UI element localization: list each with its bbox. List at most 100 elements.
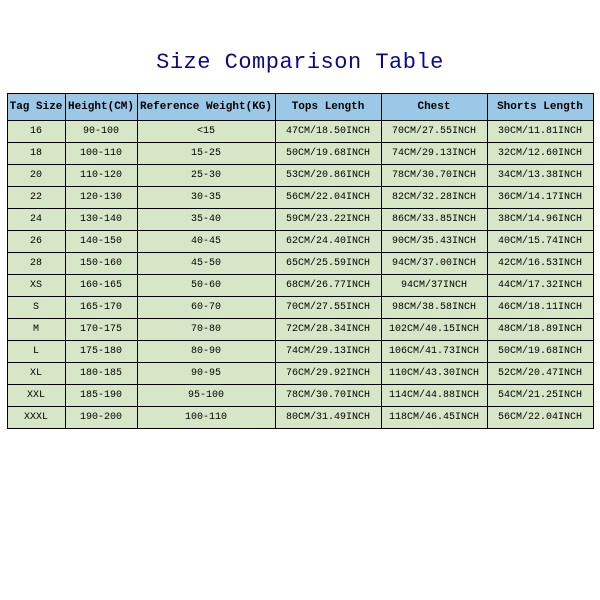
cell: 70CM/27.55INCH — [381, 121, 487, 143]
cell: 190-200 — [65, 407, 137, 429]
cell: 54CM/21.25INCH — [487, 385, 593, 407]
cell: 94CM/37INCH — [381, 275, 487, 297]
cell: <15 — [137, 121, 275, 143]
cell: 34CM/13.38INCH — [487, 165, 593, 187]
cell: 24 — [7, 209, 65, 231]
cell: 35-40 — [137, 209, 275, 231]
cell: 78CM/30.70INCH — [381, 165, 487, 187]
cell: 44CM/17.32INCH — [487, 275, 593, 297]
cell: 65CM/25.59INCH — [275, 253, 381, 275]
cell: 32CM/12.60INCH — [487, 143, 593, 165]
table-row: 22120-13030-3556CM/22.04INCH82CM/32.28IN… — [7, 187, 593, 209]
col-tag-size: Tag Size — [7, 94, 65, 121]
table-row: XL180-18590-9576CM/29.92INCH110CM/43.30I… — [7, 363, 593, 385]
page-title: Size Comparison Table — [0, 0, 600, 93]
cell: 18 — [7, 143, 65, 165]
table-row: 26140-15040-4562CM/24.40INCH90CM/35.43IN… — [7, 231, 593, 253]
cell: 82CM/32.28INCH — [381, 187, 487, 209]
cell: 56CM/22.04INCH — [275, 187, 381, 209]
cell: 110-120 — [65, 165, 137, 187]
cell: 50CM/19.68INCH — [275, 143, 381, 165]
cell: 42CM/16.53INCH — [487, 253, 593, 275]
cell: 140-150 — [65, 231, 137, 253]
cell: 53CM/20.86INCH — [275, 165, 381, 187]
cell: 59CM/23.22INCH — [275, 209, 381, 231]
cell: 28 — [7, 253, 65, 275]
cell: 26 — [7, 231, 65, 253]
cell: 50CM/19.68INCH — [487, 341, 593, 363]
cell: 74CM/29.13INCH — [381, 143, 487, 165]
table-row: 20110-12025-3053CM/20.86INCH78CM/30.70IN… — [7, 165, 593, 187]
cell: 36CM/14.17INCH — [487, 187, 593, 209]
cell: 72CM/28.34INCH — [275, 319, 381, 341]
cell: 86CM/33.85INCH — [381, 209, 487, 231]
col-ref-weight: Reference Weight(KG) — [137, 94, 275, 121]
cell: 16 — [7, 121, 65, 143]
cell: 94CM/37.00INCH — [381, 253, 487, 275]
cell: 40-45 — [137, 231, 275, 253]
cell: M — [7, 319, 65, 341]
cell: 98CM/38.58INCH — [381, 297, 487, 319]
cell: 70-80 — [137, 319, 275, 341]
cell: 80CM/31.49INCH — [275, 407, 381, 429]
table-row: XXL185-19095-10078CM/30.70INCH114CM/44.8… — [7, 385, 593, 407]
cell: 46CM/18.11INCH — [487, 297, 593, 319]
cell: 90CM/35.43INCH — [381, 231, 487, 253]
cell: 185-190 — [65, 385, 137, 407]
cell: 38CM/14.96INCH — [487, 209, 593, 231]
cell: 90-100 — [65, 121, 137, 143]
table-row: 1690-100<1547CM/18.50INCH70CM/27.55INCH3… — [7, 121, 593, 143]
cell: 25-30 — [137, 165, 275, 187]
cell: 78CM/30.70INCH — [275, 385, 381, 407]
cell: 180-185 — [65, 363, 137, 385]
cell: 100-110 — [137, 407, 275, 429]
table-row: S165-17060-7070CM/27.55INCH98CM/38.58INC… — [7, 297, 593, 319]
cell: S — [7, 297, 65, 319]
cell: 165-170 — [65, 297, 137, 319]
cell: 52CM/20.47INCH — [487, 363, 593, 385]
cell: 45-50 — [137, 253, 275, 275]
col-height: Height(CM) — [65, 94, 137, 121]
table-body: 1690-100<1547CM/18.50INCH70CM/27.55INCH3… — [7, 121, 593, 429]
cell: 40CM/15.74INCH — [487, 231, 593, 253]
cell: 60-70 — [137, 297, 275, 319]
size-table: Tag Size Height(CM) Reference Weight(KG)… — [7, 93, 594, 429]
cell: 118CM/46.45INCH — [381, 407, 487, 429]
cell: 95-100 — [137, 385, 275, 407]
cell: 15-25 — [137, 143, 275, 165]
cell: XXXL — [7, 407, 65, 429]
cell: 56CM/22.04INCH — [487, 407, 593, 429]
table-row: XS160-16550-6068CM/26.77INCH94CM/37INCH4… — [7, 275, 593, 297]
cell: 74CM/29.13INCH — [275, 341, 381, 363]
cell: 120-130 — [65, 187, 137, 209]
cell: 100-110 — [65, 143, 137, 165]
cell: 106CM/41.73INCH — [381, 341, 487, 363]
cell: XL — [7, 363, 65, 385]
table-row: 18100-11015-2550CM/19.68INCH74CM/29.13IN… — [7, 143, 593, 165]
cell: 22 — [7, 187, 65, 209]
cell: 68CM/26.77INCH — [275, 275, 381, 297]
cell: 50-60 — [137, 275, 275, 297]
table-row: XXXL190-200100-11080CM/31.49INCH118CM/46… — [7, 407, 593, 429]
cell: 80-90 — [137, 341, 275, 363]
table-row: 24130-14035-4059CM/23.22INCH86CM/33.85IN… — [7, 209, 593, 231]
cell: 30CM/11.81INCH — [487, 121, 593, 143]
cell: 47CM/18.50INCH — [275, 121, 381, 143]
cell: 170-175 — [65, 319, 137, 341]
cell: 20 — [7, 165, 65, 187]
cell: 114CM/44.88INCH — [381, 385, 487, 407]
table-row: L175-18080-9074CM/29.13INCH106CM/41.73IN… — [7, 341, 593, 363]
cell: 110CM/43.30INCH — [381, 363, 487, 385]
cell: XXL — [7, 385, 65, 407]
cell: 70CM/27.55INCH — [275, 297, 381, 319]
table-header-row: Tag Size Height(CM) Reference Weight(KG)… — [7, 94, 593, 121]
cell: 130-140 — [65, 209, 137, 231]
cell: 30-35 — [137, 187, 275, 209]
cell: 76CM/29.92INCH — [275, 363, 381, 385]
table-row: 28150-16045-5065CM/25.59INCH94CM/37.00IN… — [7, 253, 593, 275]
table-row: M170-17570-8072CM/28.34INCH102CM/40.15IN… — [7, 319, 593, 341]
cell: 102CM/40.15INCH — [381, 319, 487, 341]
cell: 62CM/24.40INCH — [275, 231, 381, 253]
cell: 175-180 — [65, 341, 137, 363]
cell: 90-95 — [137, 363, 275, 385]
